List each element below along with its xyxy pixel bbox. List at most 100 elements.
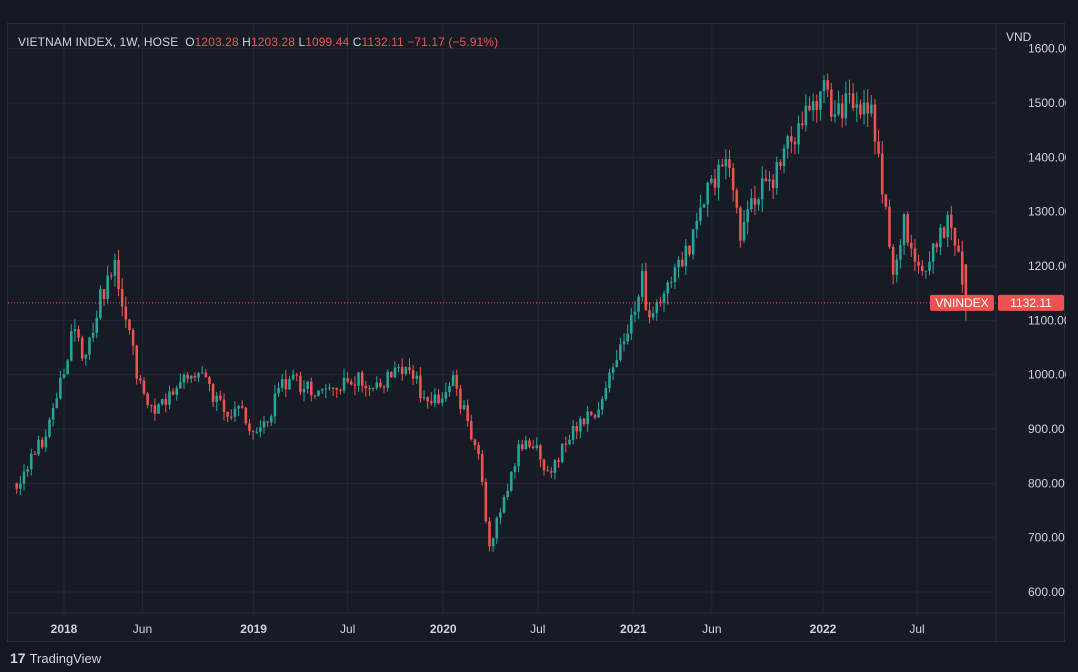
candle-body [350,381,353,385]
candle-body [960,251,964,285]
candle-body [400,367,404,374]
candle-body [415,375,419,379]
candle-body [750,198,753,210]
price-tick-label: 700.00 [1028,531,1065,545]
candle-body [230,416,233,418]
candle-body [124,306,128,320]
price-tick-label: 1400.00 [1028,150,1066,164]
candle-body [120,288,124,307]
candle-body [746,209,749,223]
candle-body [299,375,302,393]
candle-body [270,416,273,423]
candle-body [815,101,819,110]
candle-body [433,394,437,404]
candle-body [950,214,953,228]
candle-body [444,392,448,399]
candle-body [520,444,524,450]
candle-body [557,460,560,462]
price-tick-label: 1100.00 [1028,313,1066,327]
candle-body [902,214,906,246]
candle-body [833,114,837,117]
candle-body [906,214,909,243]
candle-body [237,406,240,409]
candle-body [735,190,739,208]
candle-body [244,407,248,424]
candle-body [528,440,531,447]
candle-body [291,374,295,380]
candle-body [491,538,495,547]
candle-body [720,164,724,167]
price-tick-label: 800.00 [1028,476,1065,490]
candle-body [928,261,931,271]
price-tick-label: 900.00 [1028,422,1065,436]
candle-body [80,337,84,359]
candle-body [368,388,371,390]
candle-body [295,374,299,376]
candle-body [102,289,106,300]
candle-body [397,367,400,369]
candlestick-chart[interactable]: 600.00 700.00 800.00 900.00 1000.00 1100.00 12… [8,24,1066,643]
open-label: O [185,35,195,49]
candle-body [186,374,189,379]
candle-body [29,453,33,470]
candle-body [771,179,775,188]
candle-body [262,421,266,428]
candle-body [630,314,633,334]
candle-body [790,136,793,142]
last-price-badge [998,294,1064,311]
candle-body [280,379,284,388]
candle-body [99,289,102,318]
time-tick-label: 2018 [51,622,78,636]
candle-body [440,398,444,404]
candle-body [560,443,564,462]
candle-body [837,103,840,115]
chart-panel[interactable]: 600.00 700.00 800.00 900.00 1000.00 1100.00 12… [7,23,1066,643]
candle-body [215,395,219,402]
candle-body [59,377,62,399]
price-tick-label: 1000.00 [1028,368,1066,382]
candle-body [273,393,277,417]
candle-body [862,102,866,115]
candle-body [800,123,804,126]
candle-body [564,443,568,445]
candle-body [760,178,764,200]
candle-body [699,207,702,221]
close-label: C [352,35,362,49]
candle-body [546,470,549,472]
candle-body [117,259,120,289]
candle-body [568,439,571,445]
candle-body [633,311,637,315]
candle-body [840,103,844,119]
tradingview-branding[interactable]: 17 TradingView [10,650,101,666]
candle-body [622,341,626,345]
candle-body [371,387,375,389]
candle-body [473,439,477,445]
candle-body [88,337,91,355]
symbol-title[interactable]: VIETNAM INDEX, 1W, HOSE [18,35,179,49]
time-tick-label: 2021 [620,622,647,636]
candle-body [495,517,499,539]
candle-body [586,411,589,425]
candle-body [233,408,237,417]
candle-body [539,445,542,460]
candle-body [517,444,520,467]
candle-body [335,387,339,390]
candle-body [891,246,895,275]
candle-body [110,275,113,277]
candle-body [742,222,746,241]
candle-body [888,206,891,247]
candle-body [644,271,648,311]
candle-body [153,405,157,414]
candle-body [804,105,808,126]
candle-body [160,399,164,405]
candle-body [22,471,26,484]
candle-body [455,375,459,389]
candle-body [164,399,168,405]
candle-body [666,282,669,294]
candle-body [593,415,597,418]
candle-body [306,381,309,389]
candle-body [953,227,957,246]
candle-body [731,167,735,191]
candle-body [357,372,360,386]
candle-body [757,199,760,205]
